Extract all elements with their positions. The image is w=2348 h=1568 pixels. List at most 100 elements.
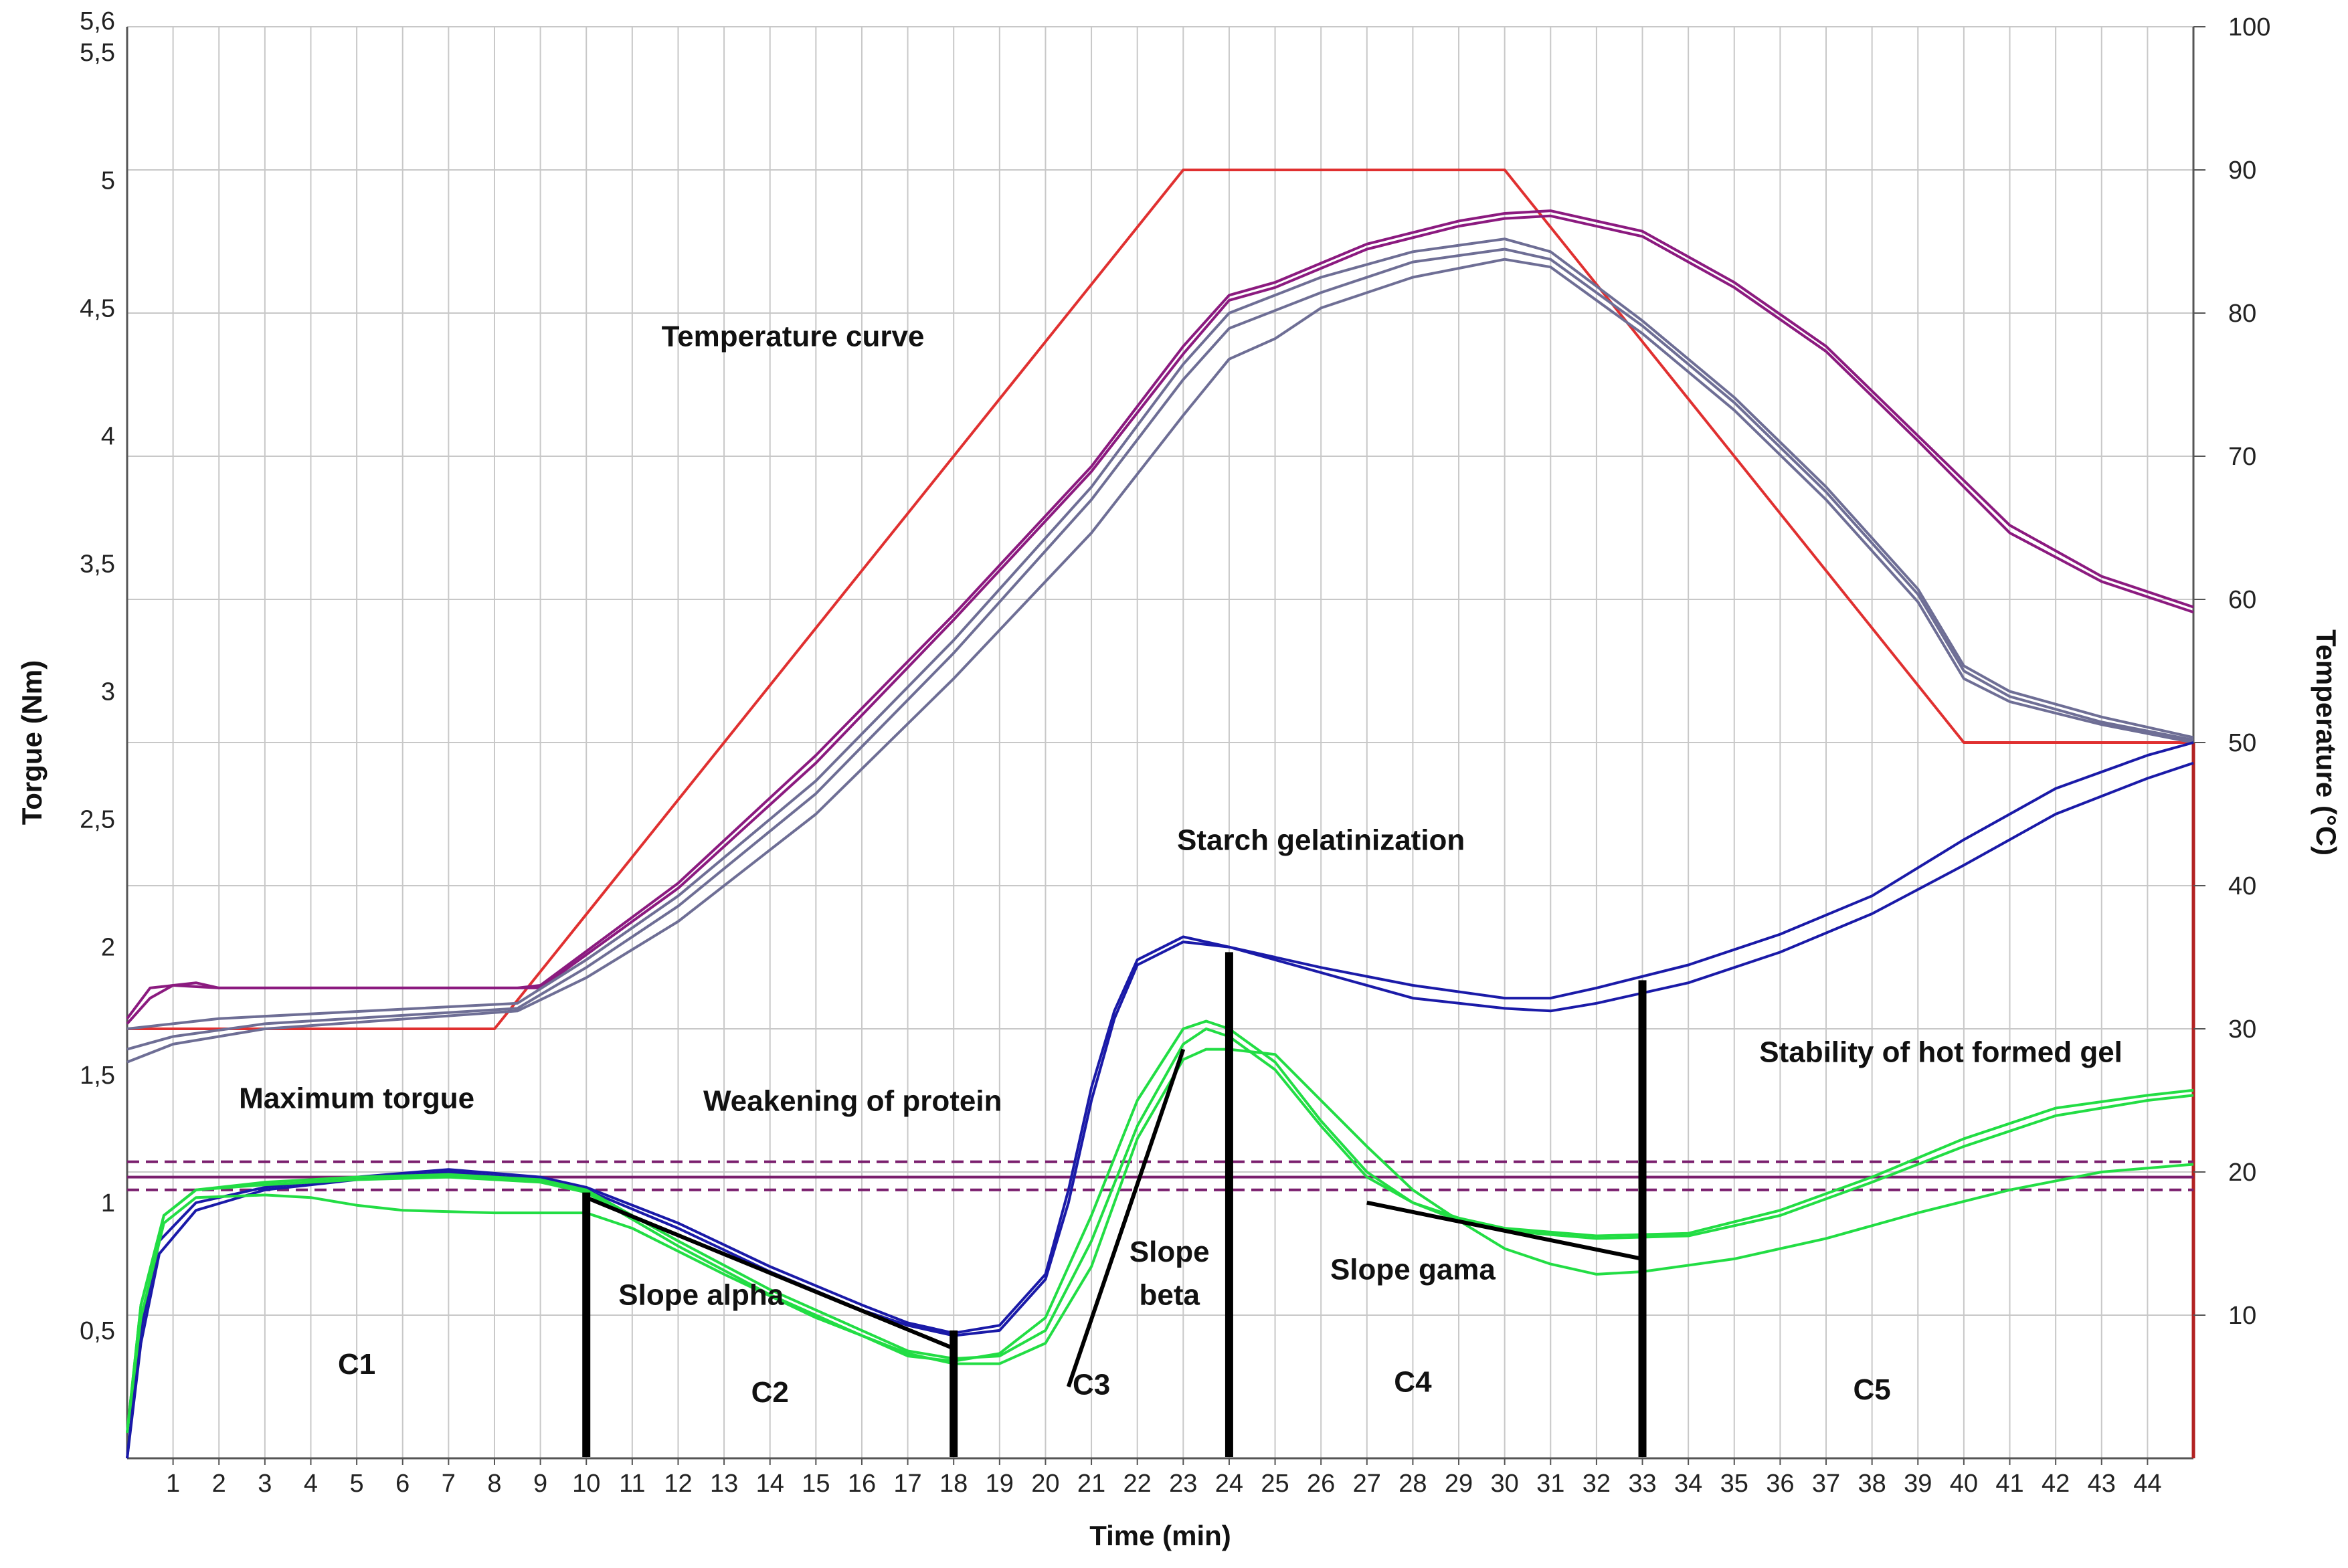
x-tick-label: 24 xyxy=(1215,1470,1243,1498)
y-right-tick-label: 80 xyxy=(2228,300,2256,328)
y-left-tick-label: 2 xyxy=(101,934,115,962)
x-tick-label: 17 xyxy=(893,1470,921,1498)
x-tick-label: 11 xyxy=(619,1470,645,1498)
y-right-tick-label: 60 xyxy=(2228,586,2256,614)
y-axis-left-title: Torgue (Nm) xyxy=(16,660,48,825)
y-right-tick-label: 30 xyxy=(2228,1015,2256,1044)
x-tick-label: 10 xyxy=(572,1470,600,1498)
tick-labels: 1 2 3 4 5 6 7 8 9 10 11 12 13 14 15 16 17 18 19 20 21 22 23 24 2… xyxy=(80,7,2270,1498)
y-left-tick-label: 4 xyxy=(101,422,115,450)
series-torque-green-3 xyxy=(126,1048,2194,1434)
slope-lines xyxy=(585,1048,1643,1387)
x-tick-label: 16 xyxy=(848,1470,876,1498)
x-tick-label: 26 xyxy=(1307,1470,1335,1498)
y-right-tick-label: 90 xyxy=(2228,157,2256,185)
x-tick-label: 9 xyxy=(533,1470,547,1498)
y-left-tick-label: 1 xyxy=(101,1189,115,1217)
series-torque-purple-2 xyxy=(126,214,2194,1025)
series-torque-blue-1 xyxy=(126,741,2194,1459)
x-tick-label: 41 xyxy=(1995,1470,2023,1498)
y-left-tick-label: 2,5 xyxy=(80,806,115,834)
x-tick-label: 29 xyxy=(1445,1470,1473,1498)
slope-gama-line xyxy=(1366,1200,1643,1261)
label-slope-alpha: Slope alpha xyxy=(618,1279,784,1312)
x-tick-label: 20 xyxy=(1031,1470,1059,1498)
y-left-tick-label: 3,5 xyxy=(80,551,115,579)
x-tick-label: 36 xyxy=(1766,1470,1794,1498)
x-tick-label: 35 xyxy=(1720,1470,1748,1498)
series-torque-gray-2 xyxy=(126,248,2194,1051)
x-tick-label: 23 xyxy=(1169,1470,1197,1498)
series-temperature-curve xyxy=(127,169,2193,1030)
label-maximum-torque: Maximum torgue xyxy=(239,1082,474,1114)
x-tick-label: 43 xyxy=(2088,1470,2116,1498)
x-tick-label: 25 xyxy=(1261,1470,1289,1498)
x-tick-label: 34 xyxy=(1674,1470,1702,1498)
y-left-tick-label: 5,5 xyxy=(80,39,115,67)
series-torque-gray-3 xyxy=(126,258,2194,1064)
y-left-tick-label: 4,5 xyxy=(80,294,115,322)
label-starch-gelatinization: Starch gelatinization xyxy=(1177,824,1465,857)
label-c2: C2 xyxy=(751,1376,789,1409)
x-tick-label: 44 xyxy=(2133,1470,2161,1498)
label-slope-beta-1: Slope xyxy=(1130,1236,1210,1268)
x-tick-label: 18 xyxy=(939,1470,968,1498)
x-tick-label: 13 xyxy=(710,1470,738,1498)
vertical-markers xyxy=(582,952,1647,1457)
annotations: Temperature curve Maximum torgue Weakening… xyxy=(239,320,2123,1409)
x-tick-label: 42 xyxy=(2042,1470,2070,1498)
x-tick-label: 2 xyxy=(212,1470,226,1498)
x-tick-label: 12 xyxy=(664,1470,692,1498)
x-axis-title: Time (min) xyxy=(1089,1520,1231,1551)
series-torque-green-1 xyxy=(126,1027,2194,1434)
y-right-tick-label: 50 xyxy=(2228,729,2256,757)
y-right-tick-label: 70 xyxy=(2228,443,2256,471)
y-right-tick-label: 10 xyxy=(2228,1302,2256,1330)
x-tick-label: 7 xyxy=(442,1470,456,1498)
y-left-tick-label: 1,5 xyxy=(80,1062,115,1090)
x-tick-label: 1 xyxy=(166,1470,180,1498)
x-tick-label: 3 xyxy=(258,1470,272,1498)
x-tick-label: 8 xyxy=(487,1470,501,1498)
series-group xyxy=(126,169,2194,1459)
x-tick-label: 31 xyxy=(1536,1470,1564,1498)
x-tick-label: 4 xyxy=(304,1470,318,1498)
x-tick-label: 14 xyxy=(756,1470,784,1498)
label-temperature-curve: Temperature curve xyxy=(662,320,925,353)
series-torque-gray-1 xyxy=(126,237,2194,1030)
x-tick-label: 15 xyxy=(802,1470,830,1498)
y-right-tick-label: 40 xyxy=(2228,872,2256,900)
label-slope-gama: Slope gama xyxy=(1330,1254,1496,1286)
label-stability-hot-gel: Stability of hot formed gel xyxy=(1759,1036,2123,1069)
x-tick-label: 22 xyxy=(1123,1470,1152,1498)
x-tick-label: 40 xyxy=(1950,1470,1978,1498)
x-tick-label: 19 xyxy=(986,1470,1014,1498)
label-c4: C4 xyxy=(1394,1366,1432,1399)
y-right-tick-label: 100 xyxy=(2228,13,2270,41)
label-c1: C1 xyxy=(338,1348,375,1381)
x-tick-label: 32 xyxy=(1583,1470,1611,1498)
x-tick-label: 37 xyxy=(1812,1470,1840,1498)
y-left-tick-label: 5 xyxy=(101,167,115,195)
y-left-tick-label: 3 xyxy=(101,678,115,706)
slope-beta-line xyxy=(1066,1048,1186,1387)
label-slope-beta-2: beta xyxy=(1139,1279,1200,1312)
x-tick-label: 33 xyxy=(1628,1470,1656,1498)
y-left-tick-label: 5,6 xyxy=(80,7,115,35)
x-tick-label: 6 xyxy=(395,1470,410,1498)
series-torque-green-2 xyxy=(126,1019,2194,1434)
label-c3: C3 xyxy=(1073,1368,1110,1401)
x-tick-label: 28 xyxy=(1398,1470,1427,1498)
x-tick-label: 5 xyxy=(350,1470,364,1498)
y-left-tick-label: 0,5 xyxy=(80,1317,115,1345)
x-tick-label: 30 xyxy=(1491,1470,1519,1498)
x-tick-label: 38 xyxy=(1858,1470,1886,1498)
slope-alpha-line xyxy=(585,1195,955,1351)
y-axis-right-title: Temperature (°C) xyxy=(2311,629,2342,856)
x-tick-label: 39 xyxy=(1904,1470,1932,1498)
x-tick-label: 21 xyxy=(1077,1470,1105,1498)
label-c5: C5 xyxy=(1854,1373,1891,1406)
label-weakening-of-protein: Weakening of protein xyxy=(703,1084,1002,1117)
y-right-tick-label: 20 xyxy=(2228,1159,2256,1187)
